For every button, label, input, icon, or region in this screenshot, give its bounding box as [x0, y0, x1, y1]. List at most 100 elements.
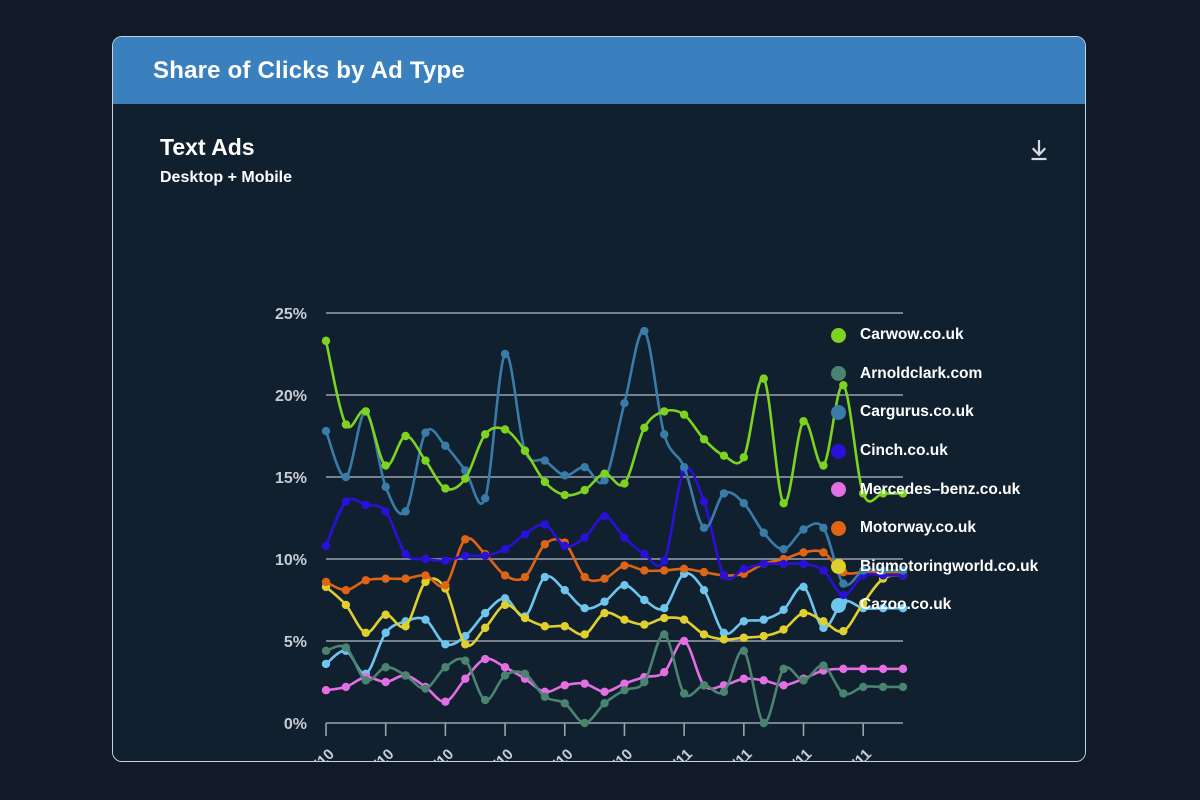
data-point[interactable]	[560, 471, 569, 480]
data-point[interactable]	[520, 572, 530, 582]
data-point[interactable]	[560, 699, 569, 708]
data-point[interactable]	[699, 435, 709, 444]
data-point[interactable]	[500, 594, 510, 603]
data-point[interactable]	[580, 572, 589, 582]
data-point[interactable]	[600, 699, 609, 708]
legend-item[interactable]: Bigmotoringworld.co.uk	[831, 548, 1071, 587]
legend-item[interactable]: Motorway.co.uk	[831, 509, 1071, 548]
data-point[interactable]	[898, 489, 908, 498]
data-point[interactable]	[421, 554, 430, 564]
data-point[interactable]	[480, 551, 490, 560]
data-point[interactable]	[580, 462, 589, 472]
data-point[interactable]	[739, 646, 749, 656]
data-point[interactable]	[679, 462, 689, 472]
data-point[interactable]	[600, 608, 609, 618]
data-point[interactable]	[878, 566, 888, 575]
data-point[interactable]	[321, 646, 331, 656]
data-point[interactable]	[381, 677, 390, 687]
data-point[interactable]	[381, 574, 390, 583]
data-point[interactable]	[421, 577, 430, 587]
data-point[interactable]	[500, 571, 510, 580]
data-point[interactable]	[699, 567, 709, 577]
data-point[interactable]	[580, 533, 589, 542]
data-point[interactable]	[719, 571, 729, 580]
data-point[interactable]	[540, 540, 550, 549]
data-point[interactable]	[401, 507, 410, 516]
data-point[interactable]	[381, 461, 390, 470]
data-point[interactable]	[819, 661, 828, 670]
data-point[interactable]	[739, 499, 749, 508]
data-point[interactable]	[441, 640, 450, 649]
data-point[interactable]	[321, 426, 331, 436]
data-point[interactable]	[520, 669, 530, 678]
data-point[interactable]	[739, 617, 749, 626]
data-point[interactable]	[401, 574, 410, 583]
data-point[interactable]	[859, 489, 868, 498]
data-point[interactable]	[401, 671, 410, 680]
data-point[interactable]	[620, 479, 629, 488]
data-point[interactable]	[341, 497, 351, 506]
data-point[interactable]	[361, 576, 370, 585]
data-point[interactable]	[321, 577, 331, 587]
data-point[interactable]	[719, 489, 729, 498]
data-point[interactable]	[799, 582, 808, 592]
data-point[interactable]	[461, 535, 470, 544]
data-point[interactable]	[341, 682, 351, 692]
data-point[interactable]	[859, 682, 868, 692]
data-point[interactable]	[441, 663, 450, 672]
data-point[interactable]	[660, 407, 669, 416]
data-point[interactable]	[839, 590, 848, 600]
data-point[interactable]	[839, 689, 848, 698]
data-point[interactable]	[839, 579, 848, 588]
data-point[interactable]	[819, 548, 828, 557]
data-point[interactable]	[660, 667, 669, 677]
data-point[interactable]	[480, 654, 490, 664]
data-point[interactable]	[719, 628, 729, 637]
data-point[interactable]	[640, 326, 649, 336]
data-point[interactable]	[321, 336, 331, 346]
data-point[interactable]	[699, 497, 709, 506]
data-point[interactable]	[381, 610, 390, 619]
data-point[interactable]	[779, 681, 788, 690]
data-point[interactable]	[878, 489, 888, 498]
data-point[interactable]	[719, 687, 729, 697]
data-point[interactable]	[640, 423, 649, 432]
legend-item[interactable]: Cinch.co.uk	[831, 432, 1071, 471]
data-point[interactable]	[699, 630, 709, 639]
data-point[interactable]	[839, 380, 848, 390]
data-point[interactable]	[898, 604, 908, 613]
data-point[interactable]	[779, 664, 788, 674]
legend-item[interactable]: Mercedes–benz.co.uk	[831, 470, 1071, 509]
data-point[interactable]	[640, 595, 649, 605]
data-point[interactable]	[381, 663, 390, 672]
data-point[interactable]	[321, 541, 331, 551]
data-point[interactable]	[878, 682, 888, 692]
data-point[interactable]	[660, 630, 669, 639]
data-point[interactable]	[699, 681, 709, 690]
data-point[interactable]	[421, 571, 430, 580]
data-point[interactable]	[540, 572, 550, 582]
data-point[interactable]	[898, 566, 908, 575]
data-point[interactable]	[679, 636, 689, 646]
data-point[interactable]	[520, 446, 530, 455]
data-point[interactable]	[421, 428, 430, 437]
data-point[interactable]	[739, 564, 749, 574]
data-point[interactable]	[759, 374, 768, 383]
data-point[interactable]	[600, 687, 609, 697]
data-point[interactable]	[401, 622, 410, 631]
data-point[interactable]	[600, 597, 609, 606]
data-point[interactable]	[461, 640, 470, 649]
data-point[interactable]	[540, 692, 550, 701]
download-button[interactable]	[1025, 136, 1053, 164]
data-point[interactable]	[361, 628, 370, 637]
data-point[interactable]	[321, 659, 331, 669]
data-point[interactable]	[520, 530, 530, 539]
data-point[interactable]	[321, 686, 331, 695]
data-point[interactable]	[401, 431, 410, 441]
data-point[interactable]	[819, 617, 828, 626]
data-point[interactable]	[441, 556, 450, 565]
data-point[interactable]	[361, 407, 370, 416]
data-point[interactable]	[421, 615, 430, 624]
data-point[interactable]	[580, 630, 589, 639]
data-point[interactable]	[779, 544, 788, 554]
